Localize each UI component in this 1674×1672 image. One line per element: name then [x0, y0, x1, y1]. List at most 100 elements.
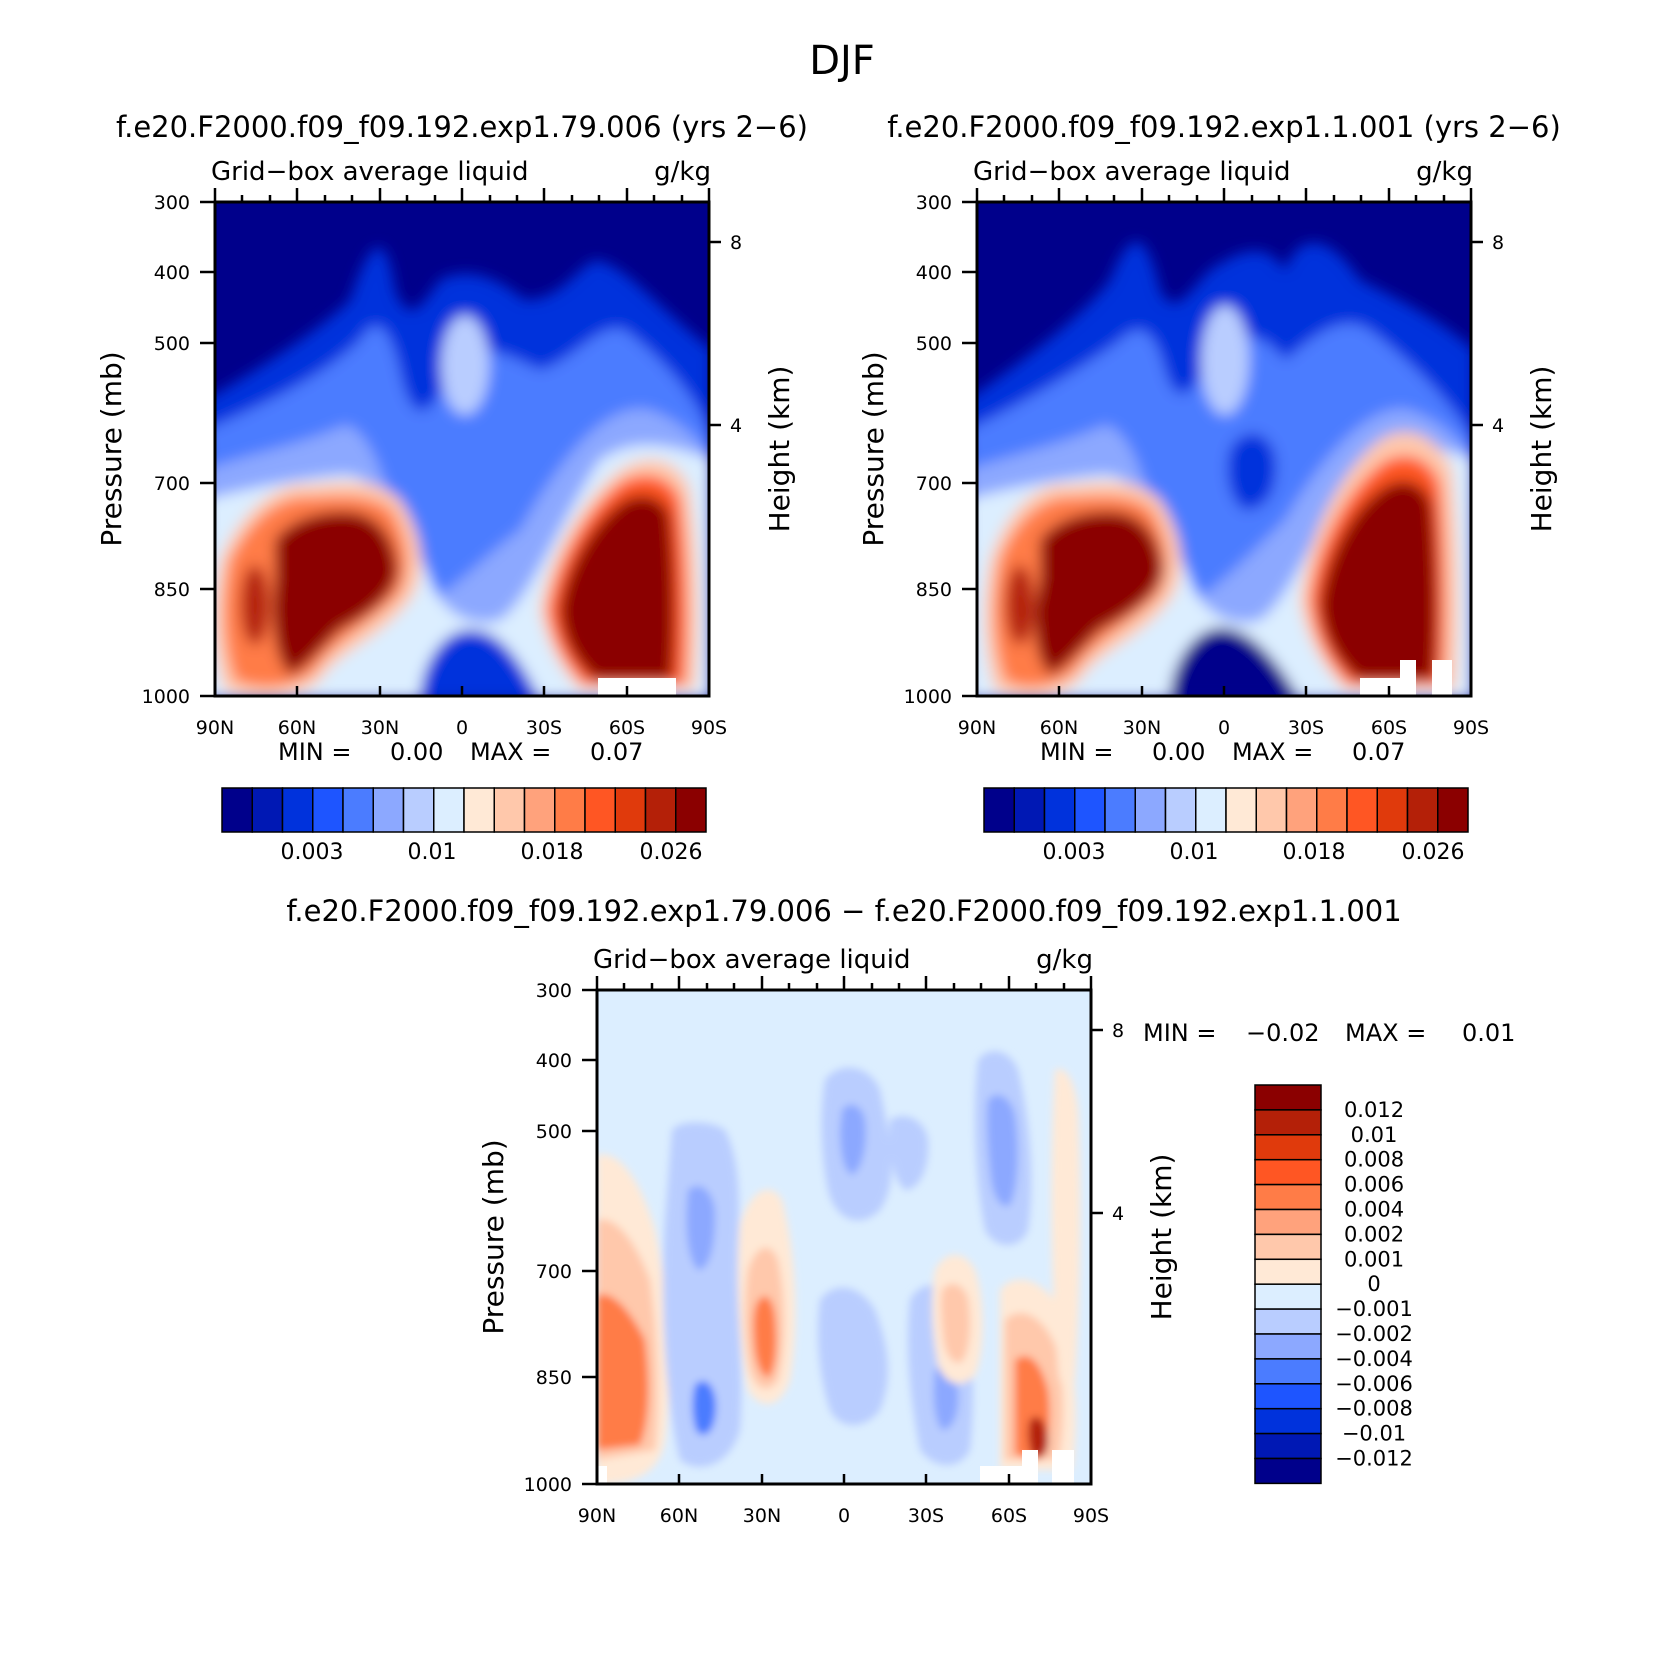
panel-3-y-tick-700: 700: [536, 1261, 572, 1283]
panel-2-right-tick-8: 8: [1492, 232, 1504, 254]
panel-3-y-tick-400: 400: [536, 1050, 572, 1072]
panel-3-colorbar-swatch-7: [1254, 1258, 1322, 1285]
panel-2-variable-label: Grid−box average liquid: [973, 157, 1290, 187]
panel-3-field: [597, 990, 1091, 1484]
panel-3-cbar-label: 0.006: [1344, 1173, 1404, 1197]
panel-1-cbar-label-0.026: 0.026: [640, 840, 703, 865]
panel-3-x-tick-30n: 30N: [743, 1505, 781, 1527]
panel-2-colorbar-swatch-13: [1376, 787, 1409, 833]
panel-1-nh-red-core: [273, 511, 398, 675]
panel-2-contours: [977, 241, 1471, 696]
panel-2-x-tick-60s: 60S: [1371, 717, 1407, 739]
panel-3-hl-positive-peak: [1028, 1416, 1048, 1458]
panel-2-upper-blob-light: [1201, 305, 1249, 415]
panel-3-colorbar-swatch-9: [1254, 1308, 1322, 1335]
panel-2-right-axis-label: Height (km): [1525, 366, 1558, 533]
panel-1-y-tick-300: 300: [154, 192, 190, 214]
panel-1-colorbar-swatch-8: [463, 787, 495, 833]
panel-1-right-axis-label: Height (km): [763, 366, 796, 533]
panel-1-x-tick-30n: 30N: [361, 717, 399, 739]
panel-1-right-tick-8: 8: [730, 232, 742, 254]
panel-3-max-value: 0.01: [1462, 1019, 1515, 1047]
panel-2-colorbar-swatch-7: [1195, 787, 1227, 833]
panel-1-colorbar-swatch-13: [614, 787, 647, 833]
panel-3-colorbar-swatch-11: [1254, 1358, 1322, 1385]
panel-3-x-tick-60s: 60S: [991, 1505, 1027, 1527]
panel-3-colorbar-swatch-14: [1254, 1432, 1322, 1460]
panel-3-cbar-label: 0.01: [1351, 1123, 1398, 1147]
panel-3-colorbar-swatch-6: [1254, 1233, 1322, 1261]
panel-3-cbar-label: 0.002: [1344, 1222, 1404, 1246]
panel-1-colorbar-swatch-2: [281, 787, 314, 833]
panel-3-colorbar-swatch-5: [1254, 1208, 1322, 1236]
panel-1-run-title: f.e20.F2000.f09_f09.192.exp1.79.006 (yrs…: [116, 110, 808, 144]
panel-3-sh-positive-mid: [940, 1283, 970, 1363]
panel-3-units-label: g/kg: [1036, 945, 1093, 975]
panel-3-colorbar-swatch-0: [1254, 1084, 1322, 1111]
panel-3-y-tick-300: 300: [536, 980, 572, 1002]
panel-3-colorbar-swatch-8: [1254, 1283, 1322, 1310]
panel-3-y-tick-1000: 1000: [524, 1474, 572, 1496]
panel-2-right-tick-4: 4: [1492, 415, 1504, 437]
panel-1-cbar-label-0.01: 0.01: [408, 840, 457, 865]
panel-1-blue-notch-equator: [420, 630, 538, 696]
panel-2-y-tick-700: 700: [916, 473, 952, 495]
panel-1-colorbar-swatch-7: [433, 787, 465, 833]
panel-2-blue-tongue-equator: [1227, 433, 1276, 510]
panel-1-colorbar-swatch-0: [221, 787, 253, 833]
panel-1-colorbar: [221, 787, 707, 833]
panel-1-variable-label: Grid−box average liquid: [211, 157, 528, 187]
panel-2-run-title: f.e20.F2000.f09_f09.192.exp1.1.001 (yrs …: [887, 110, 1561, 144]
panel-2: f.e20.F2000.f09_f09.192.exp1.1.001 (yrs …: [857, 110, 1561, 865]
panel-3-sh-negative-upper-core: [986, 1095, 1018, 1206]
panel-3-colorbar-swatch-2: [1254, 1134, 1322, 1161]
panel-2-x-tick-90n: 90N: [958, 717, 996, 739]
panel-2-nh-red-spot: [1006, 565, 1034, 645]
panel-3-colorbar-labels: 0.0120.010.0080.0060.0040.0020.0010−0.00…: [1335, 1098, 1413, 1471]
panel-2-units-label: g/kg: [1416, 157, 1473, 187]
panel-1: f.e20.F2000.f09_f09.192.exp1.79.006 (yrs…: [95, 110, 808, 865]
panel-1-x-tick-30s: 30S: [526, 717, 562, 739]
panel-2-colorbar-swatch-2: [1043, 787, 1076, 833]
panel-1-colorbar-swatch-11: [554, 787, 586, 833]
panel-3-colorbar: [1254, 1084, 1322, 1485]
panel-3-missing-data-a: [980, 1466, 1024, 1484]
panel-3-cbar-label: 0: [1367, 1272, 1380, 1296]
panel-3-colorbar-swatch-10: [1254, 1333, 1322, 1360]
panel-2-x-tick-30n: 30N: [1123, 717, 1161, 739]
panel-1-colorbar-swatch-1: [251, 787, 284, 833]
panel-2-cbar-label-0.026: 0.026: [1402, 840, 1465, 865]
panel-3-right-tick-4: 4: [1112, 1203, 1124, 1225]
panel-2-colorbar-swatch-14: [1406, 787, 1439, 833]
panel-1-colorbar-swatch-6: [402, 787, 435, 833]
panel-2-cbar-label-0.018: 0.018: [1283, 840, 1346, 865]
panel-3-x-tick-90n: 90N: [578, 1505, 616, 1527]
panel-2-colorbar-swatch-5: [1134, 787, 1167, 833]
panel-1-colorbar-swatch-14: [644, 787, 677, 833]
panel-3-cbar-label: −0.01: [1342, 1422, 1406, 1446]
panel-3-cbar-label: 0.004: [1344, 1198, 1404, 1222]
figure-title: DJF: [809, 38, 875, 84]
panel-1-x-tick-0: 0: [456, 717, 468, 739]
panel-3-x-tick-60n: 60N: [660, 1505, 698, 1527]
panel-1-y-tick-500: 500: [154, 333, 190, 355]
panel-1-y-tick-700: 700: [154, 473, 190, 495]
panel-2-y-tick-1000: 1000: [904, 686, 952, 708]
panel-1-colorbar-swatch-12: [584, 787, 616, 833]
panel-3-nh-positive-core: [597, 1294, 649, 1450]
panel-1-y-tick-400: 400: [154, 262, 190, 284]
panel-2-colorbar-swatch-10: [1285, 787, 1318, 833]
panel-1-y-tick-1000: 1000: [142, 686, 190, 708]
panel-3-axis-ticks: [582, 976, 1103, 1486]
panel-3-cbar-label: −0.006: [1335, 1372, 1413, 1396]
panel-2-colorbar-swatch-3: [1074, 787, 1106, 833]
panel-2-x-tick-90s: 90S: [1453, 717, 1489, 739]
panel-1-missing-data: [598, 678, 676, 696]
panel-2-colorbar-swatch-0: [983, 787, 1015, 833]
panel-1-x-tick-90s: 90S: [691, 717, 727, 739]
panel-2-field: [977, 202, 1471, 696]
panel-2-missing-data-a: [1360, 678, 1410, 696]
panel-3-missing-data-d: [597, 1466, 607, 1484]
panel-3-colorbar-swatch-3: [1254, 1158, 1322, 1186]
